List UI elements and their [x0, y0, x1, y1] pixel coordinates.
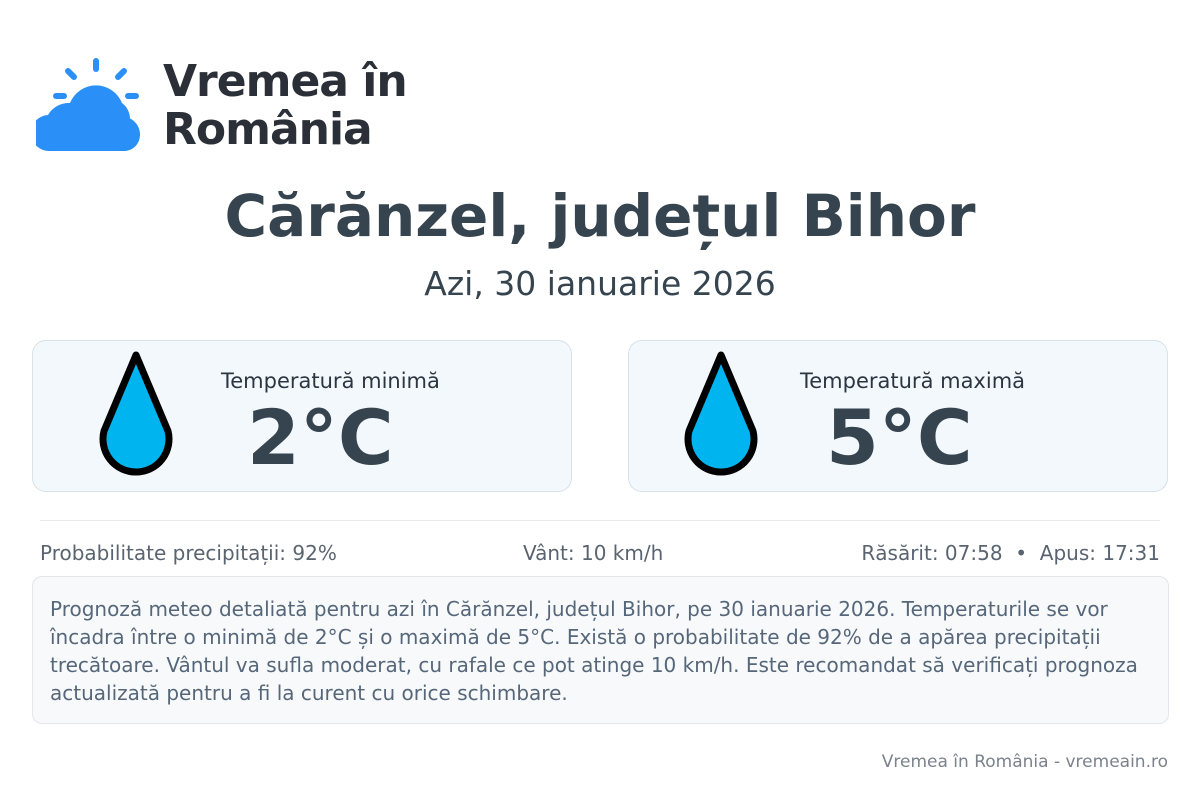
water-drop-icon: [99, 351, 173, 476]
min-temp-value: 2°C: [247, 393, 394, 482]
sun-cloud-icon: [36, 58, 141, 152]
page-title: Cărănzel, județul Bihor: [224, 182, 976, 250]
min-temp-card: Temperatură minimă 2°C: [32, 340, 572, 492]
water-drop-icon: [684, 351, 758, 476]
logo-line2: România: [163, 104, 373, 155]
precipitation-stat: Probabilitate precipitații: 92%: [40, 541, 337, 565]
divider: [40, 520, 1160, 521]
date-subtitle: Azi, 30 ianuarie 2026: [424, 264, 776, 303]
footer-credit: Vremea în România - vremeain.ro: [881, 752, 1168, 772]
forecast-description: Prognoză meteo detaliată pentru azi în C…: [32, 576, 1169, 724]
max-temp-label: Temperatură maximă: [800, 369, 1026, 393]
max-temp-value: 5°C: [826, 393, 973, 482]
logo-line1: Vremea în: [163, 56, 408, 107]
min-temp-label: Temperatură minimă: [221, 369, 440, 393]
logo-text: Vremea în România: [163, 56, 408, 155]
sun-stat: Răsărit: 07:58 • Apus: 17:31: [861, 541, 1160, 565]
max-temp-card: Temperatură maximă 5°C: [628, 340, 1168, 492]
wind-stat: Vânt: 10 km/h: [523, 541, 664, 565]
